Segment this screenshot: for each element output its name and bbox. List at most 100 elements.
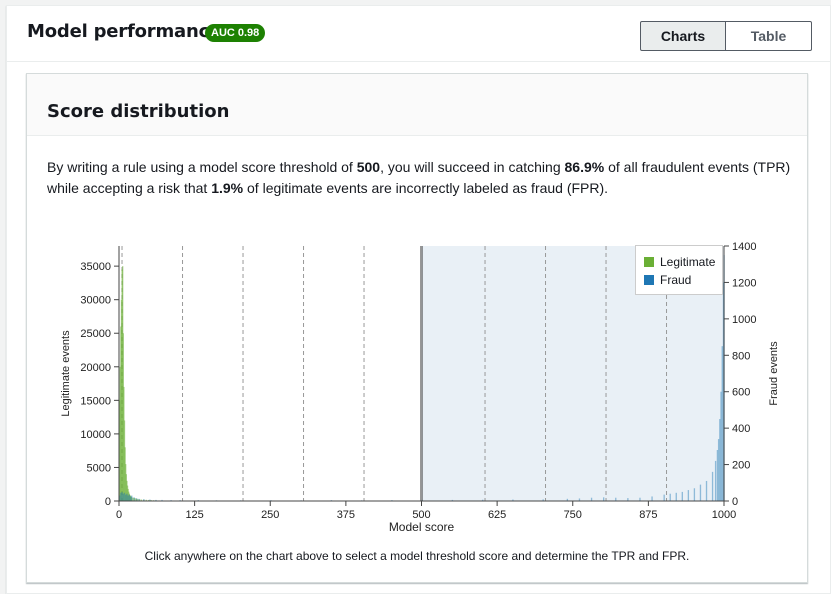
y-axis-label-left: Legitimate events <box>60 330 72 417</box>
x-tick-label: 500 <box>412 509 430 521</box>
section-title: Score distribution <box>47 101 230 122</box>
legend-label-fraud: Fraud <box>660 273 692 287</box>
bar-legitimate <box>138 499 141 501</box>
bar-fraud <box>129 496 132 501</box>
y-tick-label-right: 600 <box>732 387 750 399</box>
desc-part-3: of all fraudulent events (TPR) while acc… <box>47 159 791 196</box>
bar-fraud <box>149 499 151 501</box>
y-axis-label-right: Fraud events <box>768 341 780 406</box>
y-tick-label-left: 0 <box>105 496 111 508</box>
threshold-description: By writing a rule using a model score th… <box>47 157 797 199</box>
bar-fraud <box>126 493 128 501</box>
bar-fraud <box>717 439 720 501</box>
panel-header: Score distribution <box>27 74 807 136</box>
bar-fraud <box>699 484 702 501</box>
x-tick-label: 125 <box>185 509 203 521</box>
y-tick-label-left: 15000 <box>80 395 111 407</box>
bar-fraud <box>542 499 544 501</box>
bar-fraud <box>714 460 717 501</box>
bar-fraud <box>627 498 629 501</box>
bar-fraud <box>663 494 665 501</box>
bar-fraud <box>681 491 683 501</box>
bar-fraud <box>675 492 677 501</box>
bar-legitimate <box>148 499 150 501</box>
bar-fraud <box>722 282 725 501</box>
bar-fraud <box>711 471 714 501</box>
bar-fraud <box>693 488 696 501</box>
charts-tab[interactable]: Charts <box>640 21 726 51</box>
desc-part-4: of legitimate events are incorrectly lab… <box>243 180 609 196</box>
y-tick-label-left: 20000 <box>80 362 111 374</box>
bar-legitimate <box>143 499 145 501</box>
bar-fraud <box>138 498 140 501</box>
x-tick-label: 750 <box>564 509 582 521</box>
score-distribution-chart[interactable]: 0500010000150002000025000300003500002004… <box>27 74 809 544</box>
y-tick-label-right: 400 <box>732 423 750 435</box>
x-tick-label: 0 <box>116 509 122 521</box>
legend-item-legitimate: Legitimate <box>644 255 715 269</box>
x-tick-label: 875 <box>639 509 657 521</box>
bar-fraud <box>133 497 135 501</box>
bar-fraud <box>482 499 484 501</box>
bar-legitimate <box>140 499 143 501</box>
legend-label-legitimate: Legitimate <box>660 255 716 269</box>
x-tick-label: 375 <box>337 509 355 521</box>
bar-fraud <box>578 498 581 501</box>
bar-fraud <box>651 496 653 501</box>
bar-fraud <box>121 491 123 501</box>
y-tick-label-left: 5000 <box>87 462 111 474</box>
bar-fraud <box>122 493 124 501</box>
bar-fraud <box>125 494 127 501</box>
bar-fraud <box>135 498 138 501</box>
bar-fraud <box>566 498 569 501</box>
bar-fraud <box>127 495 129 501</box>
chart-footnote: Click anywhere on the chart above to sel… <box>144 549 690 563</box>
y-tick-label-left: 25000 <box>80 328 111 340</box>
bar-fraud <box>128 494 131 501</box>
bar-fraud <box>590 497 593 501</box>
bar-fraud <box>705 480 708 501</box>
bar-legitimate <box>132 497 134 501</box>
bar-fraud <box>120 492 122 501</box>
y-tick-label-right: 0 <box>732 496 738 508</box>
bar-fraud <box>716 450 719 501</box>
y-tick-label-right: 1400 <box>732 241 756 253</box>
bar-fraud <box>603 497 605 501</box>
bar-fraud <box>131 495 133 501</box>
score-distribution-panel: Score distribution By writing a rule usi… <box>26 73 808 583</box>
bar-fraud <box>639 497 641 501</box>
y-tick-label-right: 800 <box>732 350 750 362</box>
y-tick-label-right: 200 <box>732 460 750 472</box>
bar-fraud <box>512 499 514 501</box>
tpr-value: 86.9% <box>564 159 605 175</box>
bar-fraud <box>720 391 722 501</box>
bar-fraud <box>669 493 671 501</box>
x-axis-label: Model score <box>389 520 455 534</box>
bar-fraud <box>719 419 721 501</box>
bar-legitimate <box>133 497 135 501</box>
y-tick-label-left: 30000 <box>80 295 111 307</box>
fpr-value: 1.9% <box>211 180 244 196</box>
x-tick-label: 625 <box>488 509 506 521</box>
bar-fraud <box>119 495 121 501</box>
bar-legitimate <box>131 497 133 501</box>
bar-legitimate <box>134 498 137 501</box>
chart-legend: Legitimate Fraud <box>635 245 723 295</box>
threshold-value: 500 <box>356 159 381 175</box>
bar-fraud <box>155 499 157 501</box>
bar-fraud <box>721 346 723 501</box>
desc-part-2: , you will succeed in catching <box>380 159 565 175</box>
container-header: Model performance AUC 0.98 Charts Table <box>7 6 830 62</box>
bar-legitimate <box>145 499 147 501</box>
bar-fraud <box>687 490 690 501</box>
bar-fraud <box>451 499 454 501</box>
auc-badge: AUC 0.98 <box>205 24 266 42</box>
y-tick-label-left: 10000 <box>80 429 111 441</box>
y-tick-label-left: 35000 <box>80 261 111 273</box>
desc-part-1: By writing a rule using a model score th… <box>47 159 357 175</box>
table-tab[interactable]: Table <box>726 21 812 51</box>
bar-fraud <box>161 499 163 501</box>
legend-swatch-legitimate <box>644 257 654 267</box>
y-tick-label-right: 1200 <box>732 277 756 289</box>
bar-fraud <box>615 497 617 501</box>
